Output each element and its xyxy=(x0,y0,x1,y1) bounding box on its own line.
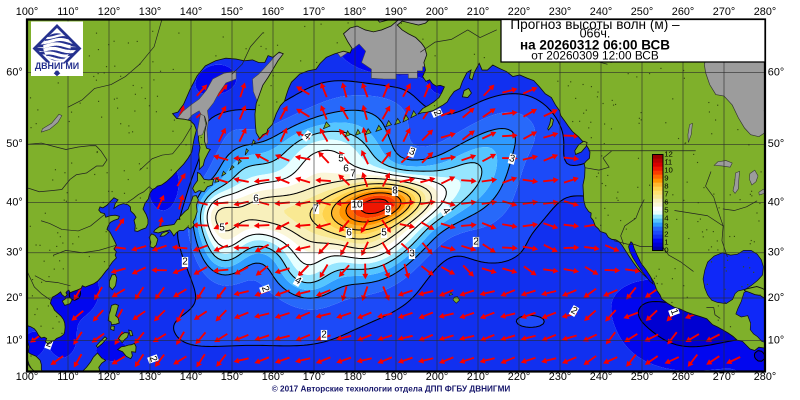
svg-text:8: 8 xyxy=(664,182,668,191)
svg-text:4: 4 xyxy=(440,206,452,217)
svg-text:10°: 10° xyxy=(768,334,784,346)
svg-text:12: 12 xyxy=(664,150,673,159)
svg-text:5: 5 xyxy=(338,154,344,165)
svg-text:3: 3 xyxy=(407,146,416,158)
svg-text:130°: 130° xyxy=(139,6,161,18)
svg-text:100°: 100° xyxy=(16,6,38,18)
svg-text:2: 2 xyxy=(44,338,53,350)
svg-text:250°: 250° xyxy=(631,6,653,18)
svg-text:170°: 170° xyxy=(303,371,325,383)
svg-text:2: 2 xyxy=(147,355,159,364)
svg-text:250°: 250° xyxy=(631,371,653,383)
svg-text:© 2017 Авторские технологии от: © 2017 Авторские технологии отдела ДПП Ф… xyxy=(272,385,511,394)
svg-text:6: 6 xyxy=(253,194,259,205)
svg-text:280°: 280° xyxy=(754,371,776,383)
svg-text:110°: 110° xyxy=(57,6,79,18)
svg-text:1: 1 xyxy=(668,308,680,317)
svg-text:2: 2 xyxy=(182,257,188,268)
svg-text:30°: 30° xyxy=(6,247,22,259)
svg-text:220°: 220° xyxy=(508,371,530,383)
svg-text:240°: 240° xyxy=(590,6,612,18)
svg-text:7: 7 xyxy=(664,190,668,199)
svg-text:160°: 160° xyxy=(262,371,284,383)
svg-text:280°: 280° xyxy=(754,6,776,18)
svg-text:180°: 180° xyxy=(344,371,366,383)
svg-text:7: 7 xyxy=(313,204,319,215)
svg-text:2: 2 xyxy=(664,230,668,239)
svg-text:160°: 160° xyxy=(262,6,284,18)
svg-text:3: 3 xyxy=(664,222,668,231)
svg-text:4: 4 xyxy=(301,130,313,142)
svg-text:140°: 140° xyxy=(180,371,202,383)
svg-text:2: 2 xyxy=(259,285,271,294)
svg-text:5: 5 xyxy=(381,228,387,239)
svg-text:2: 2 xyxy=(569,305,580,318)
svg-text:066ч.: 066ч. xyxy=(580,27,611,41)
svg-text:150°: 150° xyxy=(221,6,243,18)
svg-text:4: 4 xyxy=(293,275,304,288)
svg-text:60°: 60° xyxy=(768,66,784,78)
svg-text:220°: 220° xyxy=(508,6,530,18)
svg-text:170°: 170° xyxy=(303,6,325,18)
svg-text:240°: 240° xyxy=(590,371,612,383)
svg-text:30°: 30° xyxy=(768,247,784,259)
svg-text:230°: 230° xyxy=(549,371,571,383)
svg-text:130°: 130° xyxy=(139,371,161,383)
svg-text:0: 0 xyxy=(664,246,669,255)
svg-text:6: 6 xyxy=(346,228,352,239)
svg-text:на 20260312 06:00 ВСВ: на 20260312 06:00 ВСВ xyxy=(520,37,670,52)
svg-text:9: 9 xyxy=(664,174,668,183)
svg-text:3: 3 xyxy=(508,153,517,165)
svg-text:270°: 270° xyxy=(713,6,735,18)
svg-text:9: 9 xyxy=(385,205,391,216)
svg-text:11: 11 xyxy=(664,158,672,167)
svg-text:5: 5 xyxy=(219,223,225,234)
svg-text:50°: 50° xyxy=(768,138,784,150)
svg-text:50°: 50° xyxy=(6,138,22,150)
svg-text:210°: 210° xyxy=(467,371,489,383)
svg-text:10: 10 xyxy=(664,166,673,175)
svg-text:210°: 210° xyxy=(467,6,489,18)
svg-text:260°: 260° xyxy=(672,371,694,383)
svg-text:150°: 150° xyxy=(221,371,243,383)
svg-text:2: 2 xyxy=(321,330,327,341)
svg-text:120°: 120° xyxy=(98,371,120,383)
svg-text:100°: 100° xyxy=(16,371,38,383)
svg-text:140°: 140° xyxy=(180,6,202,18)
svg-text:7: 7 xyxy=(350,169,356,180)
svg-text:180°: 180° xyxy=(344,6,366,18)
svg-text:110°: 110° xyxy=(57,371,79,383)
svg-text:10: 10 xyxy=(351,200,363,211)
svg-text:200°: 200° xyxy=(426,6,448,18)
svg-text:5: 5 xyxy=(664,206,668,215)
svg-text:6: 6 xyxy=(664,198,668,207)
svg-text:1: 1 xyxy=(664,238,668,247)
svg-text:120°: 120° xyxy=(98,6,120,18)
svg-text:4: 4 xyxy=(664,214,669,223)
svg-text:190°: 190° xyxy=(385,6,407,18)
svg-text:40°: 40° xyxy=(768,196,784,208)
svg-text:2: 2 xyxy=(473,237,479,248)
svg-text:от 20260309 12:00 ВСВ: от 20260309 12:00 ВСВ xyxy=(531,49,659,63)
svg-text:260°: 260° xyxy=(672,6,694,18)
svg-text:20°: 20° xyxy=(768,292,784,304)
svg-text:Прогноз высоты волн (м) –: Прогноз высоты волн (м) – xyxy=(510,17,680,32)
svg-text:6: 6 xyxy=(343,164,349,175)
svg-text:190°: 190° xyxy=(385,371,407,383)
svg-text:10°: 10° xyxy=(6,334,22,346)
svg-text:8: 8 xyxy=(392,186,398,197)
svg-text:ДВНИГМИ: ДВНИГМИ xyxy=(35,61,79,71)
svg-text:40°: 40° xyxy=(6,196,22,208)
svg-text:3: 3 xyxy=(409,249,415,260)
svg-text:230°: 230° xyxy=(549,6,571,18)
svg-text:60°: 60° xyxy=(6,66,22,78)
svg-text:200°: 200° xyxy=(426,371,448,383)
svg-text:20°: 20° xyxy=(6,292,22,304)
svg-text:270°: 270° xyxy=(713,371,735,383)
